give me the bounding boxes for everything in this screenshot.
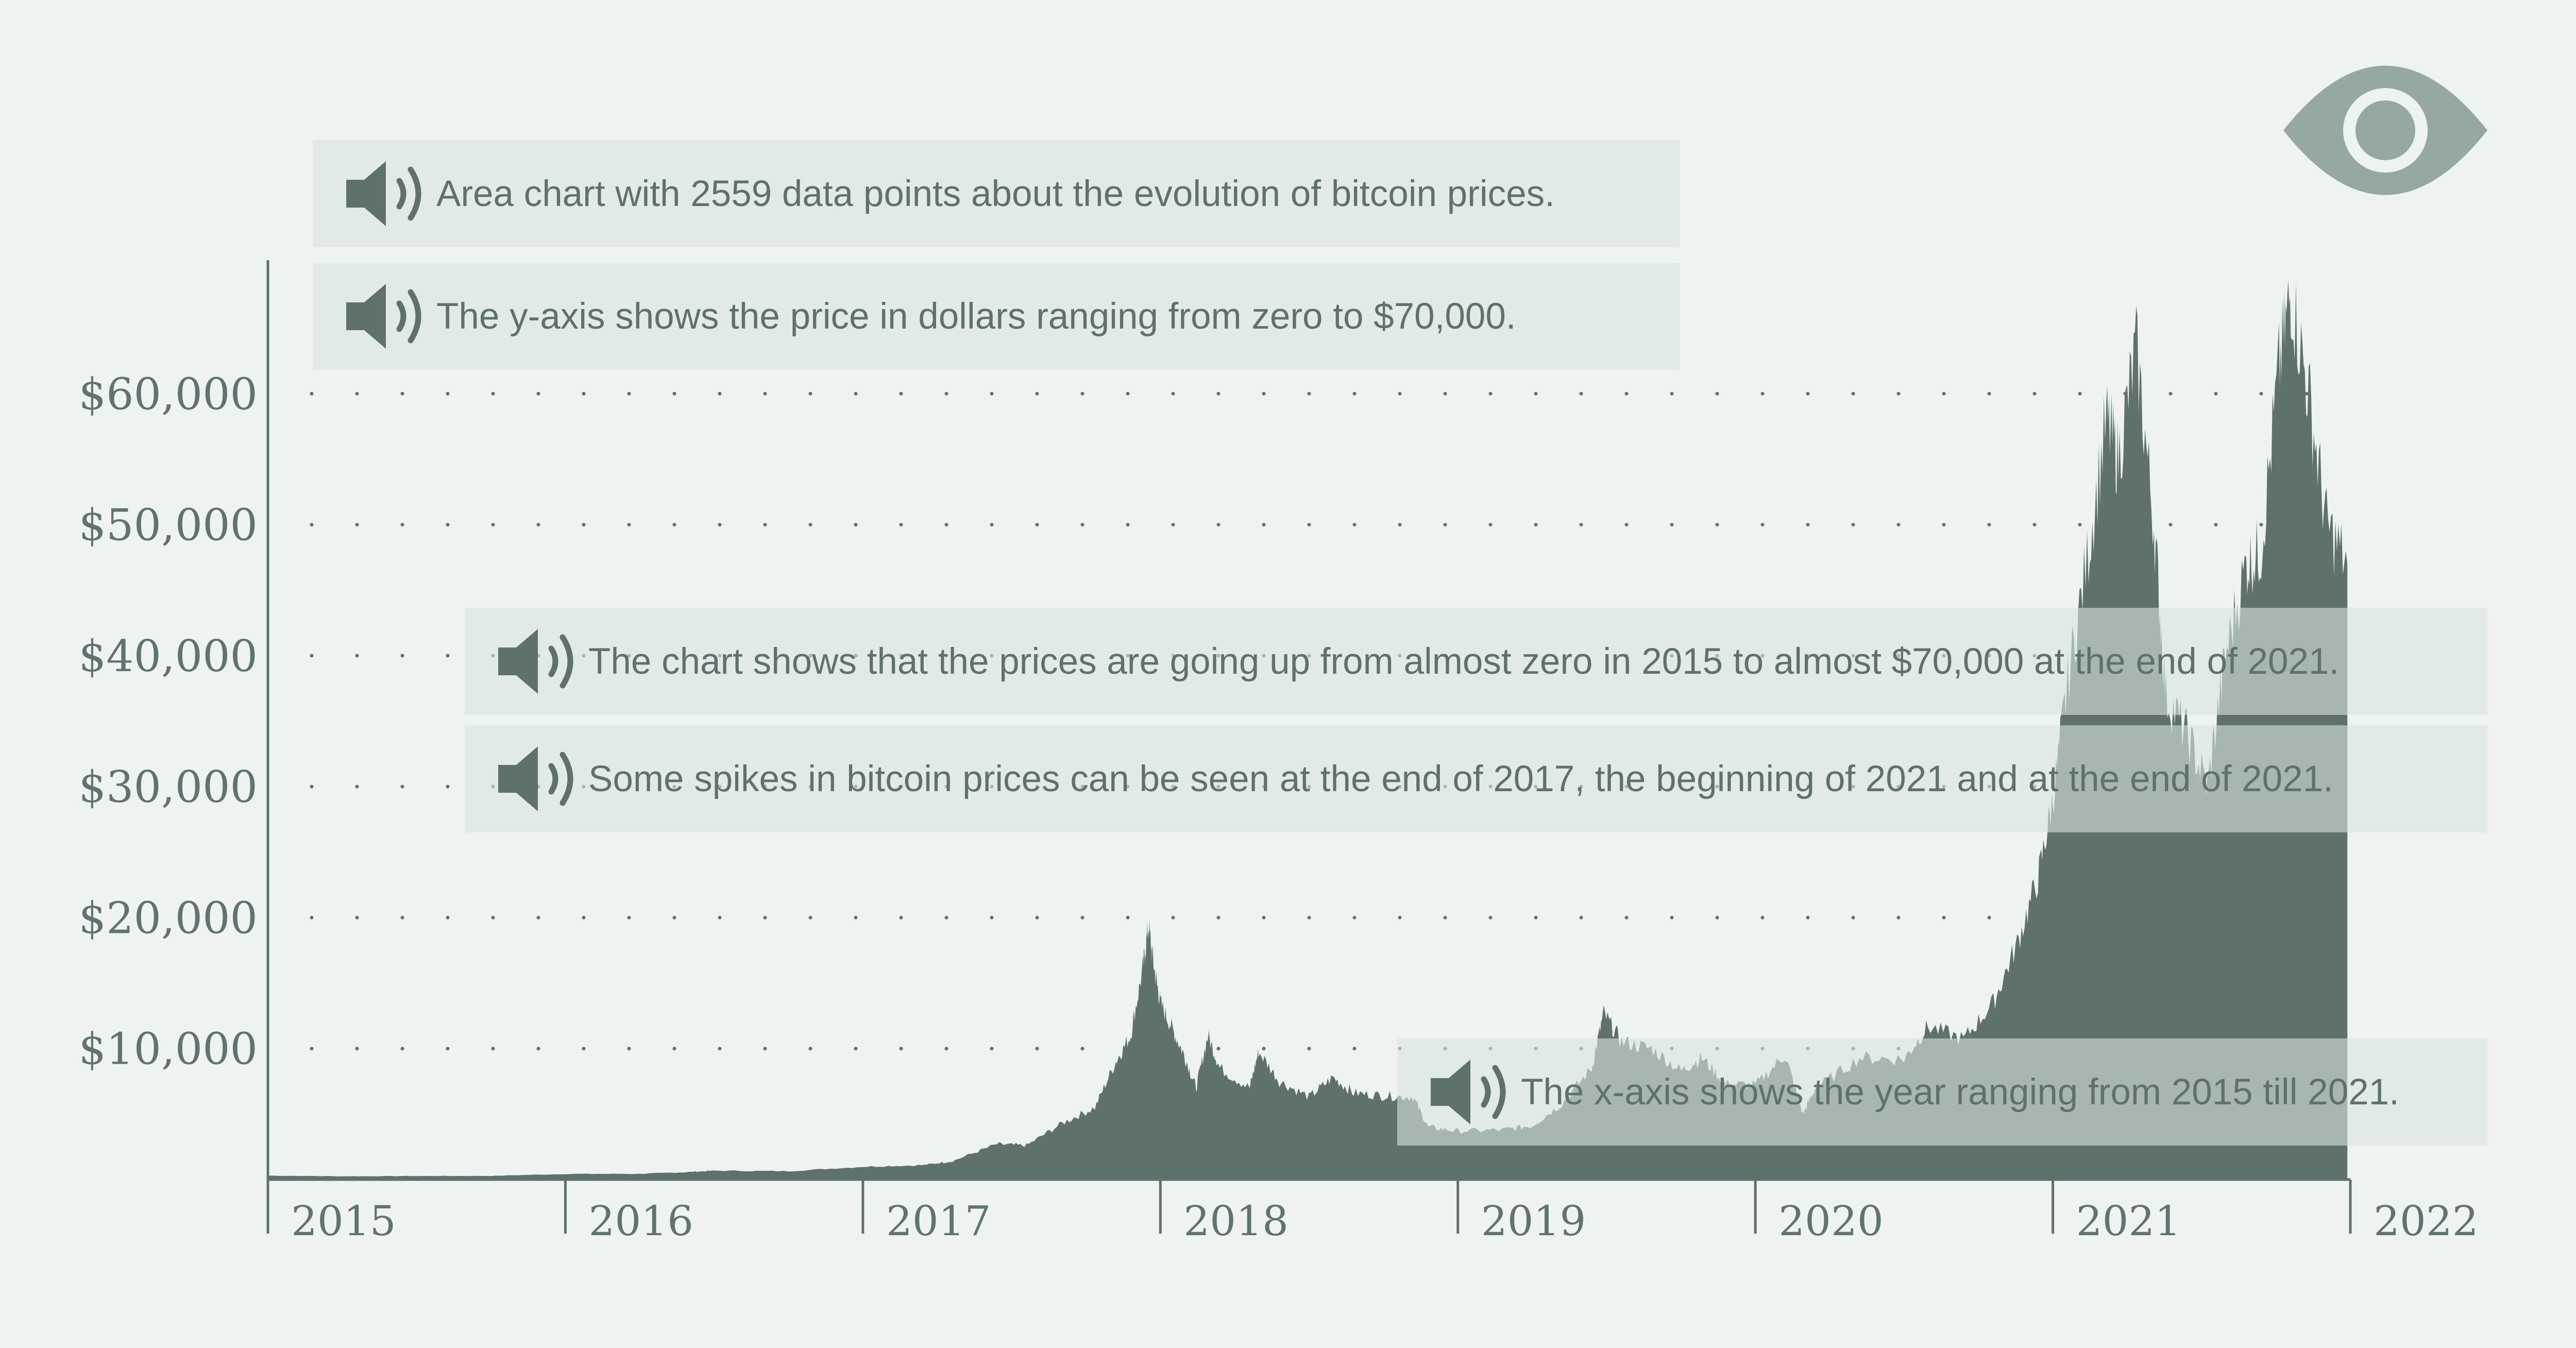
x-tick-label: 2022 xyxy=(2374,1197,2479,1245)
callout-y-axis-description: The y-axis shows the price in dollars ra… xyxy=(313,263,1680,370)
callout-text: Some spikes in bitcoin prices can be see… xyxy=(588,758,2333,799)
x-tick-label: 2016 xyxy=(588,1197,693,1245)
y-tick-labels: $10,000 $20,000 $30,000 $40,000 $50,000 $60,0… xyxy=(79,369,258,1074)
x-tick-label: 2017 xyxy=(886,1197,991,1245)
callout-text: Area chart with 2559 data points about t… xyxy=(436,173,1555,214)
x-tick-label: 2020 xyxy=(1778,1197,1884,1245)
x-tick-label: 2015 xyxy=(291,1197,396,1245)
y-tick-label: $20,000 xyxy=(79,893,258,943)
x-tick-labels: 2015 2016 2017 2018 2019 2020 2021 2022 xyxy=(266,1180,2479,1245)
x-tick-label: 2021 xyxy=(2076,1197,2181,1245)
callout-text: The x-axis shows the year ranging from 2… xyxy=(1521,1071,2399,1113)
callout-spikes-description: Some spikes in bitcoin prices can be see… xyxy=(465,725,2487,832)
y-tick-label: $60,000 xyxy=(79,369,258,419)
x-tick-label: 2019 xyxy=(1481,1197,1586,1245)
x-tick-label: 2018 xyxy=(1183,1197,1289,1245)
speaker-icon[interactable] xyxy=(338,278,436,355)
axes xyxy=(266,260,2350,1181)
speaker-icon[interactable] xyxy=(338,155,436,232)
speaker-icon[interactable] xyxy=(1423,1053,1521,1131)
y-tick-label: $30,000 xyxy=(79,762,258,812)
y-tick-label: $50,000 xyxy=(79,500,258,551)
y-tick-label: $40,000 xyxy=(79,631,258,681)
callout-chart-description: Area chart with 2559 data points about t… xyxy=(313,140,1680,247)
callout-text: The y-axis shows the price in dollars ra… xyxy=(436,296,1516,337)
speaker-icon[interactable] xyxy=(490,740,588,817)
callout-trend-description: The chart shows that the prices are goin… xyxy=(465,608,2487,715)
speaker-icon[interactable] xyxy=(490,623,588,700)
y-tick-label: $10,000 xyxy=(79,1024,258,1074)
eye-icon[interactable] xyxy=(2282,63,2488,198)
callout-x-axis-description: The x-axis shows the year ranging from 2… xyxy=(1397,1038,2487,1146)
callout-text: The chart shows that the prices are goin… xyxy=(588,641,2340,682)
